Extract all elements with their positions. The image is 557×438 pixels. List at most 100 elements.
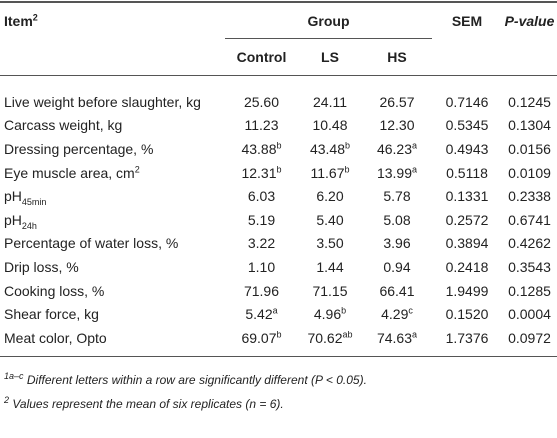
cell: 0.2572 — [445, 211, 489, 228]
cell: 0.0109 — [508, 164, 551, 181]
superscript: a — [272, 305, 278, 316]
cell: 1.7376 — [432, 325, 502, 357]
cell-text: 11.67 — [310, 164, 345, 181]
cell-text: 12.31 — [241, 164, 277, 181]
cell: 43.88b — [225, 137, 298, 161]
cell-text: 70.62 — [307, 329, 343, 346]
superscript: b — [341, 305, 347, 316]
cell-text: 43.88 — [241, 140, 277, 157]
row-label: Meat color, Opto — [0, 325, 225, 357]
table-row: Percentage of water loss, % 3.22 3.50 3.96 0… — [0, 232, 557, 256]
cell: 0.3894 — [445, 235, 489, 252]
cell-text: 5.42 — [245, 306, 273, 323]
cell: 0.94 — [383, 258, 411, 275]
cell: 11.67b — [298, 161, 362, 185]
cell: 6.03 — [247, 188, 276, 205]
row-label: Percentage of water loss, % — [4, 235, 179, 252]
cell-text: 46.23 — [376, 140, 413, 157]
superscript: b — [276, 140, 282, 151]
superscript: a — [412, 140, 418, 151]
blank-cell — [502, 39, 557, 76]
cell: 0.1304 — [508, 117, 551, 134]
row-label: Live weight before slaughter, kg — [4, 93, 201, 110]
table-row: Cooking loss, % 71.96 71.15 66.41 1.9499 0.12… — [0, 279, 557, 303]
row-label: Carcass weight, kg — [4, 117, 123, 134]
cell: 66.41 — [379, 282, 415, 299]
table-row: Live weight before slaughter, kg 25.60 24.… — [0, 76, 557, 114]
cell-text: 43.48 — [309, 140, 346, 157]
subscript: 24h — [21, 220, 37, 231]
subgroup-header: Control — [225, 39, 298, 76]
cell-text: 13.99 — [376, 164, 413, 181]
superscript: ab — [342, 329, 353, 340]
superscript: b — [276, 329, 282, 340]
superscript: c — [408, 305, 413, 316]
cell: 12.31b — [225, 161, 298, 185]
footnote-text: Different letters within a row are signi… — [26, 373, 367, 387]
table-row: Meat color, Opto 69.07b 70.62ab 74.63a 1.737… — [0, 325, 557, 357]
cell: 0.0156 — [508, 140, 551, 157]
p-value-header: P-value — [502, 1, 557, 39]
row-label: Cooking loss, % — [4, 282, 105, 299]
cell-text: pH — [4, 211, 22, 228]
cell-text: Eye muscle area, cm — [4, 164, 135, 181]
cell: 12.30 — [379, 117, 415, 134]
table-row: pH24h 5.19 5.40 5.08 0.2572 0.6741 — [0, 208, 557, 232]
superscript: b — [345, 140, 351, 151]
cell: 0.5118 — [446, 164, 488, 181]
sem-header: SEM — [432, 1, 502, 39]
footnotes: 1a–c Different letters within a row are … — [4, 368, 367, 416]
row-label: Dressing percentage, % — [4, 140, 154, 157]
cell: 1.44 — [316, 258, 344, 275]
superscript: a — [412, 329, 418, 340]
subheader-row: Control LS HS — [0, 39, 557, 76]
table-row: Carcass weight, kg 11.23 10.48 12.30 0.5345 0… — [0, 114, 557, 138]
cell: 0.1331 — [445, 188, 489, 205]
cell: 0.2338 — [508, 188, 551, 205]
cell: 1.9499 — [445, 282, 489, 299]
cell: 0.4943 — [445, 140, 489, 157]
cell: 5.42a — [225, 302, 298, 326]
cell: 1.10 — [247, 258, 276, 275]
item-header-sup: 2 — [32, 12, 38, 23]
cell: 70.62ab — [298, 325, 362, 357]
blank-cell — [432, 39, 502, 76]
cell: 13.99a — [362, 161, 432, 185]
table-row: Eye muscle area, cm2 12.31b 11.67b 13.99a 0.… — [0, 161, 557, 185]
cell: 0.1245 — [508, 93, 551, 110]
data-table: Item2 Group SEM P-value Control LS HS Li… — [0, 1, 557, 357]
row-label: Shear force, kg — [4, 306, 99, 323]
item-header-text: Item — [4, 13, 33, 29]
cell: 0.3543 — [508, 258, 551, 275]
cell: 11.23 — [244, 117, 279, 134]
cell: 3.22 — [247, 235, 276, 252]
superscript: 2 — [134, 163, 140, 174]
cell: 71.15 — [312, 282, 348, 299]
cell: 25.60 — [243, 93, 280, 110]
cell: 5.08 — [383, 211, 411, 228]
table-row: pH45min 6.03 6.20 5.78 0.1331 0.2338 — [0, 184, 557, 208]
cell-text: pH — [4, 188, 22, 205]
header-row: Item2 Group SEM P-value — [0, 1, 557, 40]
cell: 0.1520 — [445, 306, 489, 323]
cell: 0.6741 — [508, 211, 551, 228]
superscript: b — [344, 163, 350, 174]
cell-text: 74.63 — [376, 329, 413, 346]
cell: 0.2418 — [445, 258, 489, 275]
blank-cell — [0, 39, 225, 76]
cell: 43.48b — [298, 137, 362, 161]
cell: 24.11 — [313, 93, 347, 110]
footnote-mark: 2 — [4, 395, 10, 405]
cell: 0.0972 — [502, 325, 557, 357]
table-row: Shear force, kg 5.42a 4.96b 4.29c 0.1520 0.00… — [0, 302, 557, 326]
footnote: 1a–c Different letters within a row are … — [4, 368, 367, 392]
cell: 0.5345 — [445, 117, 489, 134]
cell-text: 4.96 — [313, 306, 342, 323]
row-label: Drip loss, % — [4, 258, 79, 275]
superscript: b — [276, 163, 282, 174]
subgroup-header: HS — [362, 39, 432, 76]
cell: 5.40 — [316, 211, 344, 228]
cell: 4.96b — [298, 302, 362, 326]
cell: 3.96 — [383, 235, 411, 252]
